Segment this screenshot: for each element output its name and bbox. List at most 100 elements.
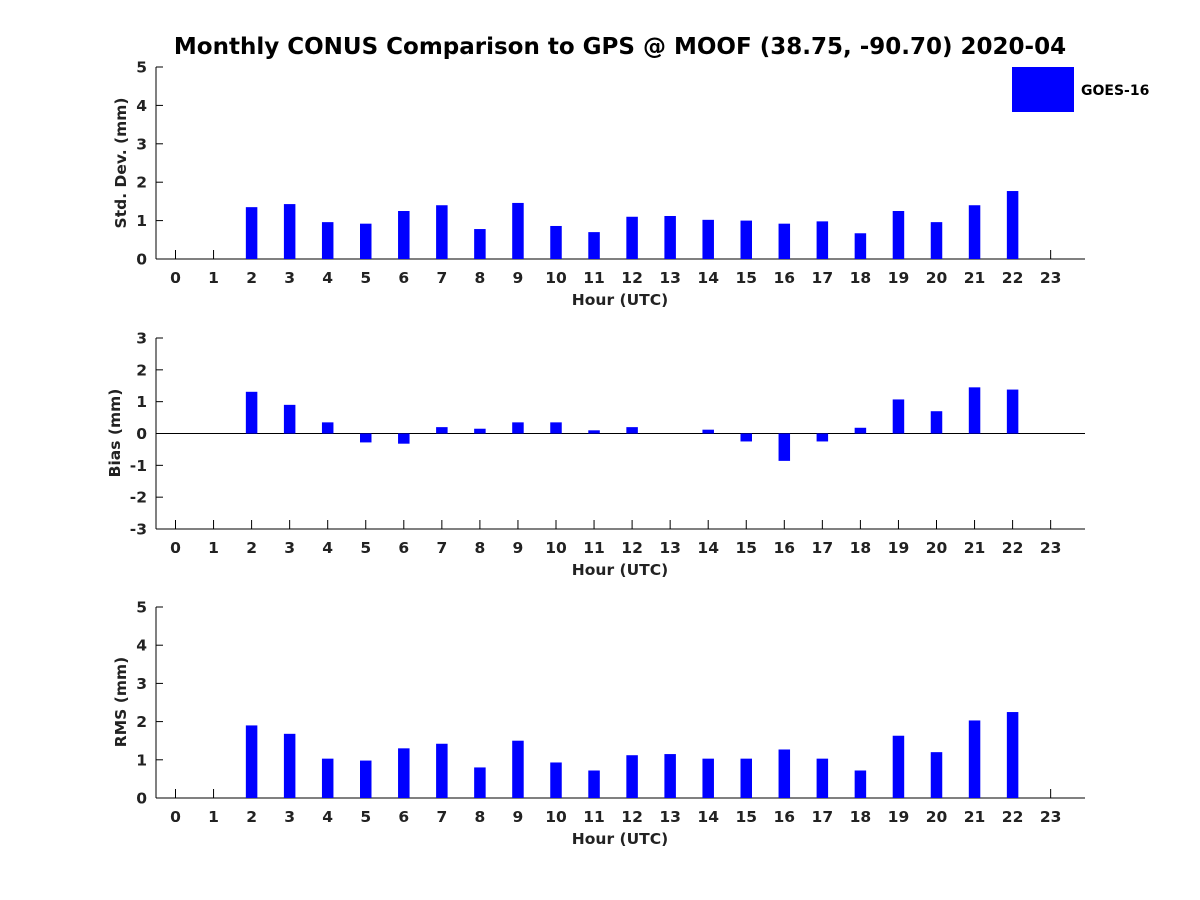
rms-bar-hour-10 [550,762,562,798]
bias-bar-hour-18 [854,427,867,434]
rms-x-tick-label: 9 [513,808,524,826]
bias-x-tick-label: 14 [697,539,719,557]
bias-bar-hour-14 [702,429,714,434]
rms-x-tick-label: 13 [659,808,681,826]
rms-bar-hour-2 [245,725,258,798]
bias-x-tick-label: 17 [812,539,834,557]
rms-y-tick-label: 3 [136,675,147,693]
bias-bar-hour-19 [892,399,905,434]
bias-y-tick-label: 1 [136,393,147,411]
bias-y-tick-label: 3 [136,330,147,348]
std-dev-x-tick-label: 9 [513,269,524,287]
bias-y-tick-label: 2 [136,361,147,379]
rms-x-tick-label: 17 [812,808,834,826]
std-dev-y-tick-label: 3 [136,135,147,153]
std-dev-y-tick-label: 1 [136,212,147,230]
bias-x-tick-label: 18 [850,539,872,557]
bias-x-tick-label: 5 [360,539,371,557]
rms-bar-hour-16 [778,749,791,798]
bias-bar-hour-5 [360,433,372,443]
rms-y-tick-label: 0 [136,790,147,808]
std-dev-x-tick-label: 0 [170,269,181,287]
bias-x-tick-label: 21 [964,539,986,557]
std-dev-bar-hour-15 [740,220,752,259]
std-dev-x-tick-label: 7 [436,269,447,287]
bias-bar-hour-10 [550,422,562,434]
bias-x-tick-label: 11 [583,539,605,557]
std-dev-x-tick-label: 12 [621,269,643,287]
rms-y-tick-label: 2 [136,713,147,731]
bias-x-tick-label: 13 [659,539,681,557]
std-dev-bar-hour-18 [854,233,867,259]
std-dev-x-tick-label: 3 [284,269,295,287]
rms-x-tick-label: 14 [697,808,719,826]
std-dev-bar-hour-10 [550,225,562,259]
chart-title: Monthly CONUS Comparison to GPS @ MOOF (… [174,34,1066,60]
std-dev-x-tick-label: 23 [1040,269,1062,287]
rms-x-tick-label: 0 [170,808,181,826]
std-dev-y-tick-label: 5 [136,59,147,77]
bias-x-axis-label: Hour (UTC) [572,561,668,579]
std-dev-bar-hour-19 [892,211,905,259]
rms-bar-hour-12 [626,755,638,798]
rms-y-tick-label: 1 [136,751,147,769]
bias-bar-hour-11 [588,430,600,434]
std-dev-x-tick-label: 15 [735,269,757,287]
rms-x-tick-label: 6 [398,808,409,826]
std-dev-y-axis-label: Std. Dev. (mm) [112,98,130,229]
bias-bar-hour-6 [398,433,410,444]
rms-bar-hour-22 [1006,712,1019,798]
rms-x-tick-label: 12 [621,808,643,826]
rms-bar-hour-8 [474,767,486,798]
rms-bar-hour-7 [436,743,448,798]
bias-y-axis-label: Bias (mm) [106,389,124,478]
bias-bar-hour-9 [512,422,524,434]
bias-bar-hour-17 [816,433,829,442]
std-dev-bar-hour-11 [588,232,600,259]
std-dev-bar-hour-17 [816,221,829,259]
std-dev-bar-hour-16 [778,223,791,259]
bias-y-tick-label: 0 [136,425,147,443]
rms-y-tick-label: 5 [136,599,147,617]
rms-x-tick-label: 11 [583,808,605,826]
rms-x-tick-label: 7 [436,808,447,826]
rms-x-tick-label: 5 [360,808,371,826]
rms-bar-hour-18 [854,770,867,798]
bias-bar-hour-22 [1006,389,1019,434]
rms-bar-hour-15 [740,758,752,798]
std-dev-y-tick-label: 2 [136,174,147,192]
bias-x-tick-label: 9 [513,539,524,557]
rms-x-tick-label: 3 [284,808,295,826]
rms-bar-hour-11 [588,770,600,798]
rms-x-tick-label: 18 [850,808,872,826]
legend: GOES-16 [1012,67,1149,112]
std-dev-x-tick-label: 20 [926,269,948,287]
legend-label-goes-16: GOES-16 [1081,83,1149,99]
std-dev-bar-hour-14 [702,219,714,259]
rms-x-axis-label: Hour (UTC) [572,830,668,848]
bias-x-tick-label: 20 [926,539,948,557]
bias-x-tick-label: 0 [170,539,181,557]
bias-x-tick-label: 7 [436,539,447,557]
bias-x-tick-label: 2 [246,539,257,557]
rms-x-tick-label: 20 [926,808,948,826]
bias-x-tick-label: 4 [322,539,333,557]
std-dev-bar-hour-21 [968,205,981,259]
std-dev-x-tick-label: 22 [1002,269,1024,287]
std-dev-x-tick-label: 13 [659,269,681,287]
std-dev-x-tick-label: 1 [208,269,219,287]
rms-x-tick-label: 8 [475,808,486,826]
rms-bar-hour-3 [283,733,296,798]
std-dev-x-tick-label: 6 [398,269,409,287]
rms-x-tick-label: 16 [774,808,796,826]
std-dev-x-tick-label: 4 [322,269,333,287]
bias-x-tick-label: 15 [735,539,757,557]
std-dev-bar-hour-22 [1006,191,1019,259]
rms-y-tick-label: 4 [136,637,147,655]
legend-swatch-goes-16 [1012,67,1074,112]
bias-y-tick-label: -1 [130,457,147,475]
rms-bar-hour-4 [321,758,334,798]
